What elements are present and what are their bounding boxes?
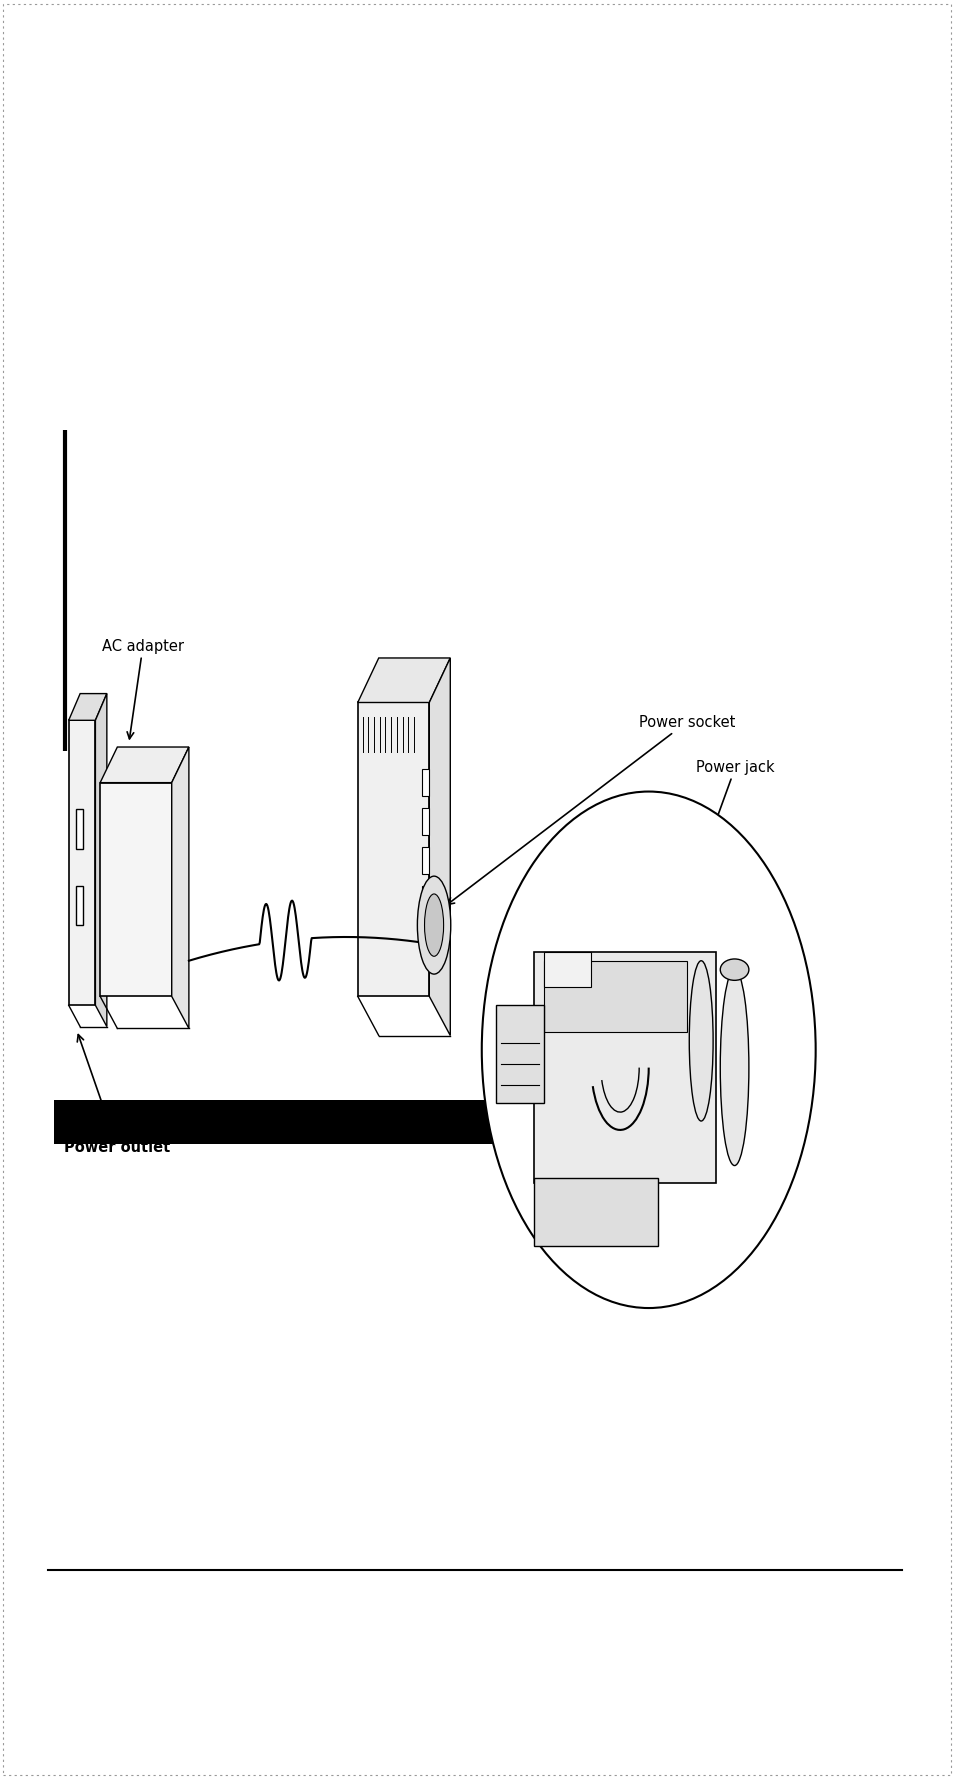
Bar [100,783,172,997]
Ellipse shape [720,970,748,1166]
Bar [421,808,429,835]
Bar [421,769,429,796]
Polygon shape [100,748,189,783]
Ellipse shape [481,792,815,1308]
Bar [421,926,429,952]
Bar [496,1006,543,1104]
Ellipse shape [416,878,450,975]
Bar [534,1178,658,1246]
Bar [421,886,429,913]
Polygon shape [543,952,591,988]
Text: Power jack: Power jack [639,760,774,1029]
Bar [54,1100,653,1145]
Bar [76,886,83,926]
Polygon shape [95,694,107,1027]
Bar [76,810,83,849]
Polygon shape [69,694,107,721]
Text: Power outlet: Power outlet [64,1034,170,1153]
Text: Power socket: Power socket [447,716,735,904]
Polygon shape [357,659,450,703]
Bar [543,961,686,1032]
Text: AC adapter: AC adapter [102,639,184,739]
Polygon shape [429,659,450,1036]
Ellipse shape [424,894,443,958]
Ellipse shape [720,959,748,981]
Polygon shape [172,748,189,1029]
Bar [534,952,715,1184]
Ellipse shape [689,961,713,1121]
Bar [357,703,429,997]
Bar [421,847,429,874]
Bar [69,721,95,1006]
